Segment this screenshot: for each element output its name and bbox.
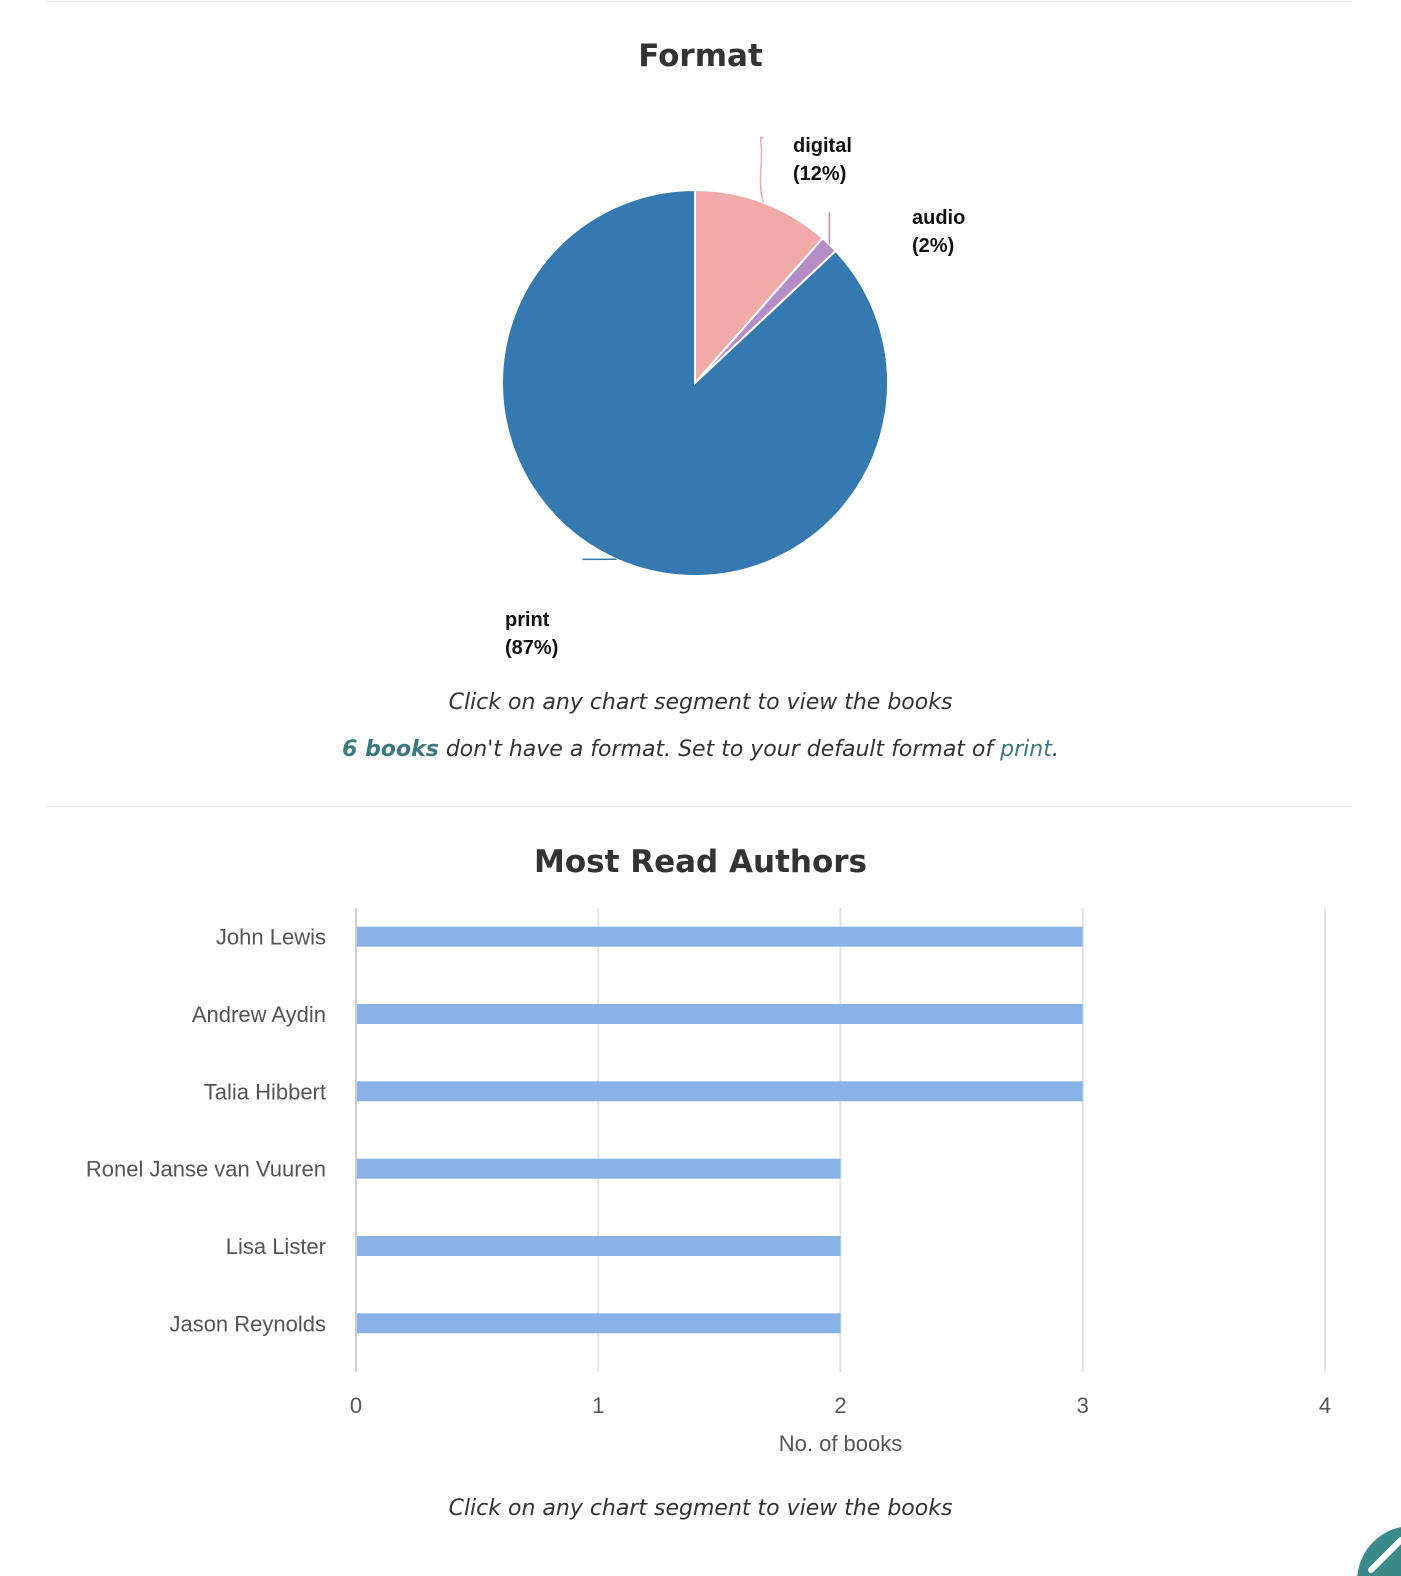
author-label-jason-reynolds: Jason Reynolds [169,1311,326,1336]
author-label-lisa-lister: Lisa Lister [226,1234,326,1259]
bar-john-lewis[interactable] [357,926,1083,947]
top-divider [46,1,1352,2]
missing-format-note: 6 books don't have a format. Set to your… [0,737,1401,762]
default-format-link[interactable]: print [1000,737,1052,762]
pencil-icon [1368,1537,1401,1573]
bar-andrew-aydin[interactable] [357,1004,1083,1024]
x-tick-label-0: 0 [350,1393,362,1418]
pie-percent-digital: (12%) [793,163,846,185]
edit-fab-button[interactable] [1357,1526,1401,1576]
bar-lisa-lister[interactable] [357,1236,841,1256]
x-axis-title: No. of books [779,1431,903,1456]
authors-chart-title: Most Read Authors [534,844,867,880]
author-label-ronel-janse-van-vuuren: Ronel Janse van Vuuren [86,1157,326,1182]
bar-jason-reynolds[interactable] [357,1313,841,1334]
bar-talia-hibbert[interactable] [357,1081,1083,1102]
pie-label-audio: audio [912,207,965,229]
pie-slice-print[interactable] [501,188,889,577]
authors-bar-chart[interactable]: John Lewis Andrew Aydin Talia Hibbert Ronel… [0,900,1401,1460]
author-label-john-lewis: John Lewis [216,925,326,950]
bar-ronel-janse-van-vuuren[interactable] [357,1158,841,1179]
pie-label-print: print [505,609,550,631]
pie-label-digital: digital [793,135,852,157]
pie-leader-digital [759,136,764,203]
author-label-andrew-aydin: Andrew Aydin [192,1002,326,1027]
x-tick-label-1: 1 [592,1393,604,1418]
missing-format-text: don't have a format. Set to your default… [438,737,1001,762]
pie-slice-digital[interactable] [694,188,825,386]
x-tick-label-4: 4 [1319,1393,1331,1418]
x-tick-label-2: 2 [834,1393,846,1418]
middle-divider [46,806,1352,807]
authors-chart-caption: Click on any chart segment to view the b… [448,1496,953,1521]
pie-percent-print: (87%) [505,637,558,659]
format-chart-title: Format [638,38,763,74]
books-without-format-link[interactable]: 6 books [342,737,439,762]
pie-percent-audio: (2%) [912,235,954,257]
author-label-talia-hibbert: Talia Hibbert [204,1079,326,1104]
x-tick-label-3: 3 [1077,1393,1089,1418]
missing-format-end: . [1051,737,1059,762]
format-pie-chart[interactable]: digital (12%) audio (2%) print (87%) [0,110,1401,670]
format-chart-caption: Click on any chart segment to view the b… [448,690,953,715]
